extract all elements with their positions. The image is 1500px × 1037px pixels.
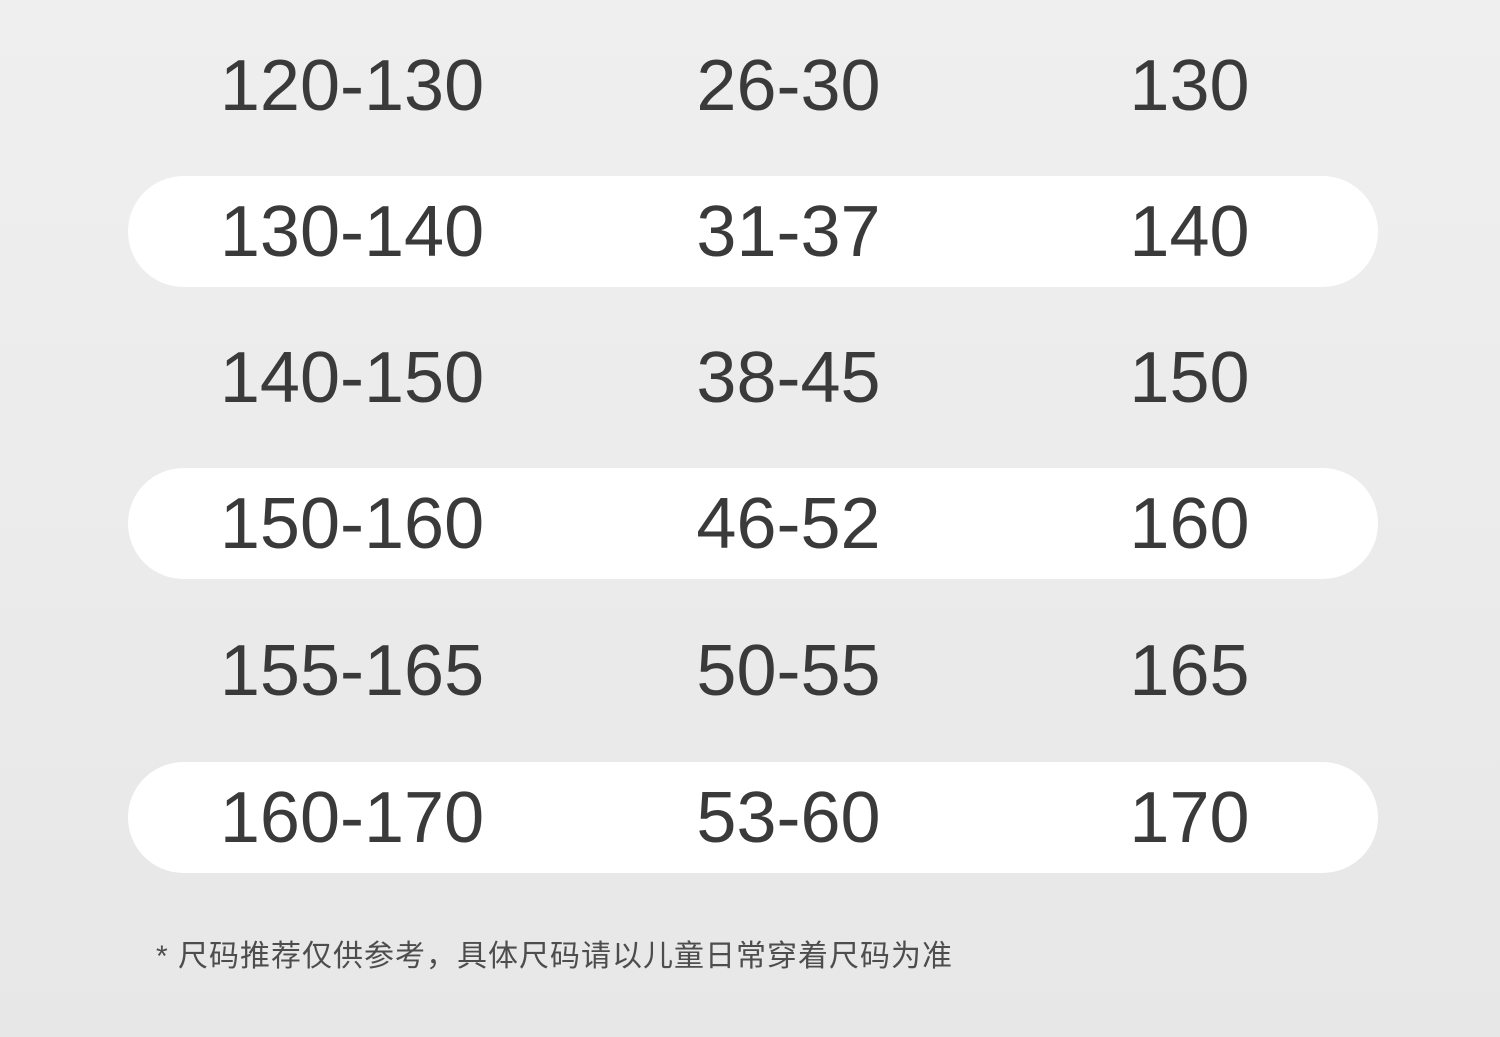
size-row-2: 130-140 31-37 140 (128, 176, 1378, 287)
size-row-6-cell-2: 53-60 (696, 777, 881, 858)
size-row-1-cell-1: 120-130 (219, 45, 485, 126)
size-row-4-cell-2: 46-52 (696, 483, 881, 564)
size-row-6-cell-1: 160-170 (219, 777, 485, 858)
size-row-3: 140-150 38-45 150 (128, 322, 1378, 433)
size-row-5-cell-2: 50-55 (696, 630, 881, 711)
size-note: * 尺码推荐仅供参考，具体尺码请以儿童日常穿着尺码为准 (156, 940, 954, 973)
size-row-4: 150-160 46-52 160 (128, 468, 1378, 579)
size-row-4-cell-1: 150-160 (219, 483, 485, 564)
size-row-5-cell-3: 165 (1129, 630, 1250, 711)
size-row-4-cell-3: 160 (1129, 483, 1250, 564)
size-row-2-cell-3: 140 (1129, 191, 1250, 272)
size-row-1-cell-3: 130 (1129, 45, 1250, 126)
size-row-3-cell-3: 150 (1129, 337, 1250, 418)
size-row-1-cell-2: 26-30 (696, 45, 881, 126)
size-row-5-cell-1: 155-165 (219, 630, 485, 711)
size-row-3-cell-1: 140-150 (219, 337, 485, 418)
size-row-2-cell-1: 130-140 (219, 191, 485, 272)
size-row-5: 155-165 50-55 165 (128, 615, 1378, 726)
size-row-3-cell-2: 38-45 (696, 337, 881, 418)
size-row-2-cell-2: 31-37 (696, 191, 881, 272)
size-row-1: 120-130 26-30 130 (128, 30, 1378, 141)
size-row-6-cell-3: 170 (1129, 777, 1250, 858)
size-row-6: 160-170 53-60 170 (128, 762, 1378, 873)
